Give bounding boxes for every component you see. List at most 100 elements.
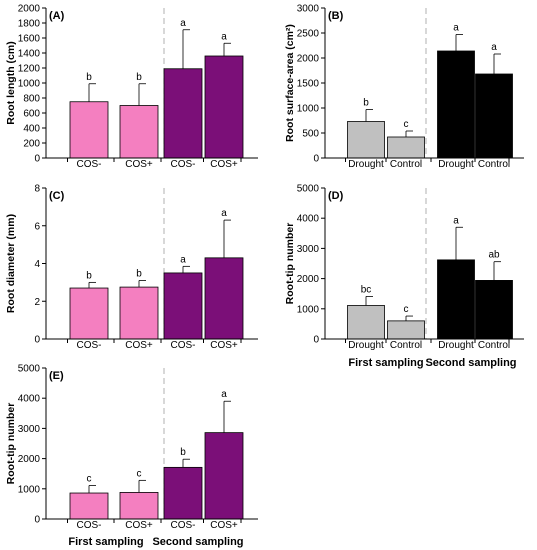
y-tick-label: 1500: [297, 79, 320, 90]
panel-label: (C): [49, 190, 65, 202]
significance-letter: bc: [361, 284, 372, 295]
y-tick-label: 2000: [297, 54, 320, 65]
bar: [204, 55, 244, 159]
y-axis-title: Root-tip number: [284, 223, 296, 305]
x-tick-label: COS+: [210, 159, 238, 170]
y-tick-label: 1600: [18, 34, 41, 45]
y-tick-label: 600: [23, 109, 40, 120]
panel-b: b Drought c Control a Drought a Control 0 500 1000…: [284, 4, 524, 170]
y-tick-label: 4: [34, 259, 40, 270]
bar: [69, 492, 109, 520]
x-tick-label: Control: [478, 159, 510, 170]
bar: [119, 105, 159, 159]
significance-letter: b: [86, 72, 92, 83]
x-tick-label: COS+: [125, 520, 153, 531]
y-tick-label: 5000: [297, 184, 320, 195]
y-tick-label: 2000: [18, 454, 41, 465]
sampling-group-label: First sampling: [348, 357, 423, 369]
y-tick-label: 5000: [18, 364, 41, 375]
significance-letter: c: [404, 304, 409, 315]
y-tick-label: 1800: [18, 19, 41, 30]
significance-letter: a: [453, 23, 459, 34]
panel-e: c COS-c COS+ b COS-a COS+ 0 1000 2000 3000 4000 500…: [5, 364, 258, 548]
y-tick-label: 2000: [18, 4, 41, 15]
y-tick-label: 3000: [297, 244, 320, 255]
x-tick-label: COS-: [77, 520, 102, 531]
significance-letter: ab: [488, 250, 500, 261]
x-tick-label: Drought: [348, 340, 384, 351]
x-tick-label: COS+: [210, 340, 238, 351]
bar: [163, 68, 203, 159]
y-tick-label: 2: [34, 297, 40, 308]
y-tick-label: 2000: [297, 274, 320, 285]
significance-letter: c: [137, 468, 142, 479]
y-tick-label: 800: [23, 94, 40, 105]
y-tick-label: 400: [23, 124, 40, 135]
y-tick-label: 200: [23, 139, 40, 150]
significance-letter: a: [221, 208, 227, 219]
significance-letter: b: [136, 268, 142, 279]
y-tick-label: 8: [34, 184, 40, 195]
y-tick-label: 1000: [297, 104, 320, 115]
significance-letter: a: [180, 18, 186, 29]
bar: [437, 50, 475, 159]
panel-d: bc Drought c Control a Drought ab Control 0 1000 2…: [284, 184, 524, 369]
significance-letter: a: [221, 31, 227, 42]
panel-a: b COS-b COS+ a COS-a COS+ 0 200 400 600 800 1000 120…: [5, 4, 258, 170]
y-tick-label: 0: [313, 154, 319, 165]
y-axis-title: Root length (cm): [5, 41, 17, 124]
panel-c: b COS-b COS+ a COS-a COS+ 0 2 4 6 8 Root diameter (…: [5, 184, 258, 351]
x-tick-label: COS+: [125, 340, 153, 351]
significance-letter: c: [87, 473, 92, 484]
bar: [119, 492, 159, 520]
significance-letter: b: [86, 270, 92, 281]
x-tick-label: Drought: [438, 159, 474, 170]
x-tick-label: Control: [390, 159, 422, 170]
y-axis-title: Root surface-area (cm²): [284, 24, 296, 142]
y-tick-label: 4000: [297, 214, 320, 225]
y-tick-label: 1400: [18, 49, 41, 60]
significance-letter: a: [453, 215, 459, 226]
sampling-group-label: First sampling: [68, 536, 143, 548]
bar: [204, 432, 244, 520]
significance-letter: b: [363, 98, 369, 109]
significance-letter: b: [136, 72, 142, 83]
y-tick-label: 3000: [18, 424, 41, 435]
x-tick-label: Drought: [438, 340, 474, 351]
significance-letter: a: [491, 42, 497, 53]
y-tick-label: 0: [34, 515, 40, 526]
significance-letter: a: [221, 389, 227, 400]
x-tick-label: COS-: [171, 340, 196, 351]
panel-label: (E): [49, 370, 64, 382]
panel-label: (A): [49, 10, 65, 22]
bar: [69, 287, 109, 340]
bar: [347, 305, 385, 340]
sampling-group-label: Second sampling: [152, 536, 243, 548]
y-tick-label: 0: [34, 335, 40, 346]
y-axis-title: Root diameter (mm): [5, 214, 17, 313]
y-axis-title: Root-tip number: [5, 403, 17, 485]
y-tick-label: 3000: [297, 4, 320, 15]
bar: [387, 320, 425, 340]
panel-label: (D): [328, 190, 344, 202]
y-tick-label: 6: [34, 221, 40, 232]
x-tick-label: Drought: [348, 159, 384, 170]
x-tick-label: COS+: [210, 520, 238, 531]
x-tick-label: COS+: [125, 159, 153, 170]
bar: [347, 121, 385, 159]
significance-letter: a: [180, 254, 186, 265]
y-tick-label: 4000: [18, 394, 41, 405]
x-tick-label: COS-: [171, 159, 196, 170]
panel-label: (B): [328, 10, 344, 22]
x-tick-label: COS-: [171, 520, 196, 531]
y-tick-label: 500: [302, 129, 319, 140]
bar: [163, 466, 203, 520]
bar: [387, 136, 425, 159]
significance-letter: c: [404, 119, 409, 130]
x-tick-label: COS-: [77, 159, 102, 170]
y-tick-label: 1000: [297, 304, 320, 315]
bar: [475, 280, 513, 340]
bar: [204, 257, 244, 340]
x-tick-label: Control: [390, 340, 422, 351]
